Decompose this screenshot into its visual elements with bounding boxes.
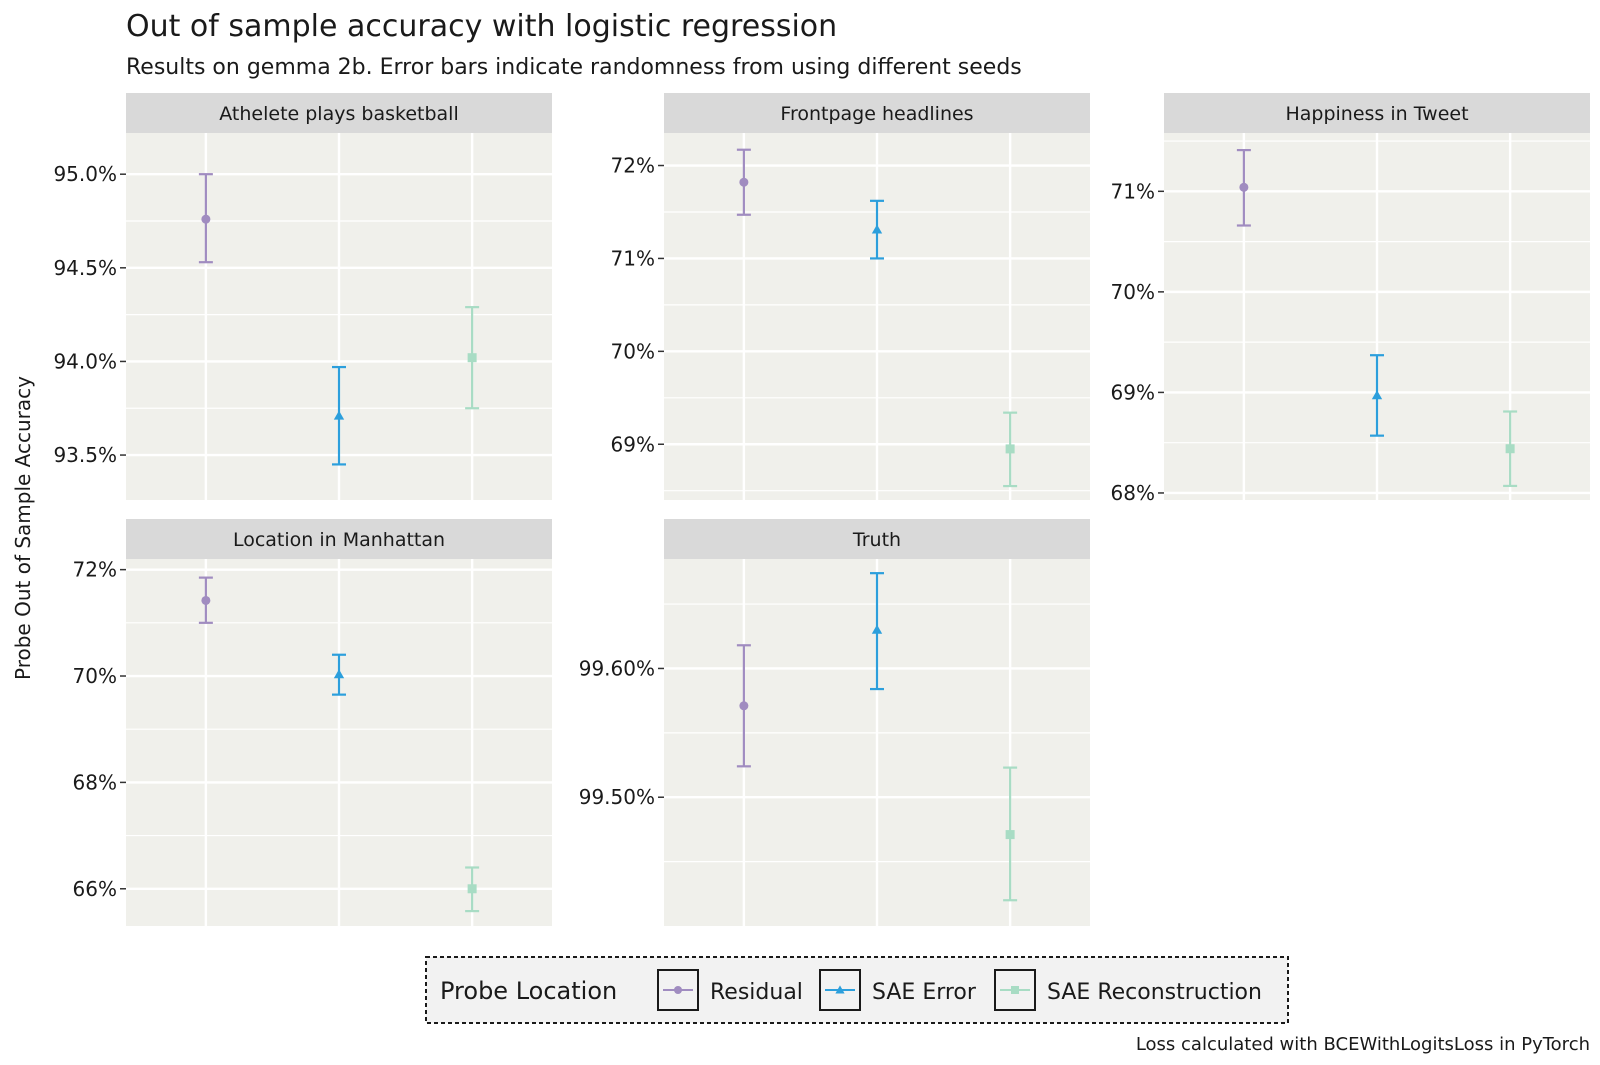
data-point-sae-error <box>333 410 345 420</box>
chart-caption: Loss calculated with BCEWithLogitsLoss i… <box>1136 1034 1590 1055</box>
data-point-sae-reconstruction <box>467 884 477 894</box>
point-group-residual <box>198 173 213 264</box>
strip-label: Frontpage headlines <box>780 103 973 125</box>
y-tick-label: 69% <box>1111 380 1155 404</box>
data-point-sae-reconstruction <box>467 353 477 363</box>
legend-key-marker <box>835 985 845 994</box>
y-tick-label: 95.0% <box>53 162 117 186</box>
y-tick-label: 71% <box>611 246 655 270</box>
legend-label: SAE Reconstruction <box>1047 980 1262 1005</box>
y-tick-label: 70% <box>611 339 655 363</box>
legend: Probe Location Residual SAE Error SAE Reco… <box>425 956 1289 1024</box>
legend-title: Probe Location <box>440 977 617 1005</box>
point-group-sae-error <box>332 365 346 466</box>
data-point-residual <box>739 177 749 187</box>
data-point-residual <box>201 214 211 224</box>
data-point-sae-error <box>871 624 883 634</box>
y-tick-label: 70% <box>1111 280 1155 304</box>
legend-key-marker <box>674 986 682 994</box>
panel-athelete-plays-basketball: Athelete plays basketball 93.5% 94.0% 94.5%… <box>53 93 552 500</box>
point-group-residual <box>1236 148 1251 227</box>
y-tick-label: 68% <box>1111 481 1155 505</box>
point-group-sae-reconstruction <box>1503 410 1518 488</box>
point-group-sae-reconstruction <box>465 306 480 410</box>
panel-happiness-in-tweet: Happiness in Tweet 68% 69% 70% 71% <box>1111 93 1590 505</box>
chart-title: Out of sample accuracy with logistic reg… <box>126 9 837 44</box>
point-group-sae-error <box>870 572 884 691</box>
point-group-sae-error <box>1370 354 1384 437</box>
strip-label: Happiness in Tweet <box>1285 103 1468 125</box>
panel-location-in-manhattan: Location in Manhattan 66% 68% 70% 72% <box>73 519 552 926</box>
y-tick-label: 72% <box>73 558 117 582</box>
chart-subtitle: Results on gemma 2b. Error bars indicate… <box>126 55 1022 80</box>
y-tick-label: 70% <box>73 664 117 688</box>
y-tick-label: 72% <box>611 154 655 178</box>
y-tick-label: 99.60% <box>579 656 655 680</box>
point-group-sae-reconstruction <box>1003 766 1018 902</box>
legend-item-sae-error: SAE Error <box>819 969 977 1011</box>
strip-label: Athelete plays basketball <box>219 103 459 125</box>
strip-truth <box>664 519 1090 559</box>
point-group-sae-reconstruction <box>465 866 480 913</box>
point-group-residual <box>736 148 751 216</box>
strip-label: Location in Manhattan <box>233 529 445 551</box>
legend-item-sae-reconstruction: SAE Reconstruction <box>994 969 1262 1011</box>
strip-athelete-plays-basketball <box>126 93 552 133</box>
panel-truth: Truth 99.50% 99.60% <box>579 519 1090 926</box>
data-point-sae-reconstruction <box>1505 444 1515 454</box>
data-point-sae-error <box>871 224 883 234</box>
y-tick-label: 99.50% <box>579 785 655 809</box>
legend-items: Residual SAE Error SAE Reconstruction <box>657 969 1262 1011</box>
data-point-residual <box>739 701 749 711</box>
y-tick-label: 71% <box>1111 179 1155 203</box>
facet-panels: Athelete plays basketball 93.5% 94.0% 94.5%… <box>53 93 1590 926</box>
y-tick-label: 68% <box>73 770 117 794</box>
point-group-residual <box>198 576 213 624</box>
point-group-residual <box>736 644 751 768</box>
data-point-sae-reconstruction <box>1005 444 1015 454</box>
y-tick-label: 66% <box>73 877 117 901</box>
legend-item-residual: Residual <box>657 969 803 1011</box>
data-point-residual <box>1239 182 1249 192</box>
y-axis-label: Probe Out of Sample Accuracy <box>11 376 35 680</box>
data-point-sae-error <box>1371 390 1383 400</box>
legend-label: Residual <box>710 980 803 1005</box>
point-group-sae-error <box>332 653 346 696</box>
panel-frontpage-headlines: Frontpage headlines 69% 70% 71% 72% <box>611 93 1090 500</box>
strip-happiness-in-tweet <box>1164 93 1590 133</box>
point-group-sae-reconstruction <box>1003 411 1018 488</box>
legend-label: SAE Error <box>872 980 977 1005</box>
data-point-residual <box>201 595 211 605</box>
y-tick-label: 94.0% <box>53 349 117 373</box>
y-tick-label: 93.5% <box>53 443 117 467</box>
y-tick-label: 94.5% <box>53 256 117 280</box>
data-point-sae-error <box>333 669 345 679</box>
data-point-sae-reconstruction <box>1005 830 1015 840</box>
y-tick-label: 69% <box>611 432 655 456</box>
strip-frontpage-headlines <box>664 93 1090 133</box>
legend-key-marker <box>1011 986 1019 994</box>
point-group-sae-error <box>870 199 884 260</box>
strip-location-in-manhattan <box>126 519 552 559</box>
strip-label: Truth <box>852 529 901 551</box>
